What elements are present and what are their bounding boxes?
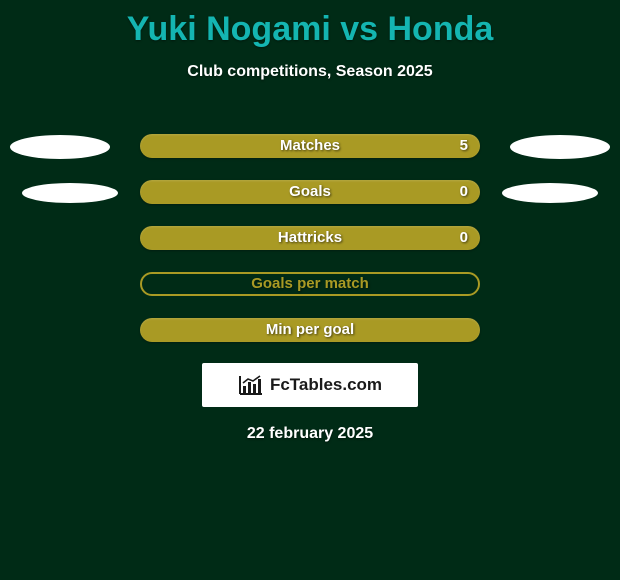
stat-label: Hattricks <box>140 229 480 246</box>
stat-bar: Hattricks 0 <box>140 226 480 250</box>
logo-box: FcTables.com <box>202 363 418 407</box>
stat-row: Min per goal <box>0 307 620 353</box>
logo-text: FcTables.com <box>270 375 382 395</box>
stat-label: Min per goal <box>140 321 480 338</box>
stat-label: Matches <box>140 137 480 154</box>
stat-value: 5 <box>460 137 468 154</box>
stat-label: Goals <box>140 183 480 200</box>
date-text: 22 february 2025 <box>0 425 620 443</box>
stat-label: Goals per match <box>142 275 478 292</box>
right-oval <box>510 135 610 159</box>
bar-chart-icon <box>238 374 264 396</box>
stat-bar: Matches 5 <box>140 134 480 158</box>
stat-bar: Min per goal <box>140 318 480 342</box>
left-oval <box>10 135 110 159</box>
stat-row: Hattricks 0 <box>0 215 620 261</box>
page-subtitle: Club competitions, Season 2025 <box>0 63 620 81</box>
page-title: Yuki Nogami vs Honda <box>0 0 620 49</box>
stat-bar: Goals per match <box>140 272 480 296</box>
right-oval <box>502 183 598 203</box>
stat-value: 0 <box>460 183 468 200</box>
left-oval <box>22 183 118 203</box>
stat-rows: Matches 5 Goals 0 Hattricks 0 Goals per … <box>0 123 620 353</box>
stat-value: 0 <box>460 229 468 246</box>
stat-row: Goals per match <box>0 261 620 307</box>
stat-bar: Goals 0 <box>140 180 480 204</box>
stat-row: Goals 0 <box>0 169 620 215</box>
stat-row: Matches 5 <box>0 123 620 169</box>
